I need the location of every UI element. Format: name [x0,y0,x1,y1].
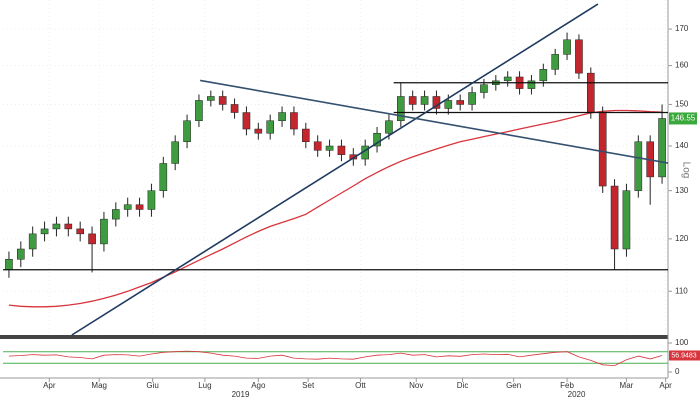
candle-body [337,145,346,155]
candle-body [207,96,215,101]
rsi-tick-label: 100 [675,338,689,347]
candle-body [313,141,322,151]
y-axis-label: Log [680,162,691,179]
y-tick-label: 140 [675,141,689,150]
candle-body [147,190,156,210]
candle-body [76,228,84,235]
candle-body [503,76,512,82]
candle-body [17,248,25,260]
x-tick-label: Ago [251,381,266,390]
x-tick-label: Apr [43,381,56,390]
candle-body [385,120,393,134]
candle-body [563,39,571,55]
candle-body [64,223,73,230]
candle-body [254,128,263,134]
candle-body [456,100,464,105]
candle-body [373,132,381,147]
candle-body [88,233,96,245]
candle-body [242,112,251,130]
last-price-box [669,112,697,125]
y-tick-label: 170 [675,24,689,33]
rsi-value-label: 56.9483 [671,352,696,359]
candle-body [551,54,559,70]
candle-body [123,204,132,210]
candle-body [266,120,274,134]
candle-body [539,69,548,82]
trend-line [199,79,669,164]
x-tick-label: Ott [355,381,366,390]
y-tick-label: 160 [675,61,689,70]
candle-body [100,218,108,245]
candle-body [598,112,607,187]
rsi-tick-label: 0 [675,367,680,376]
candle-body [171,141,179,164]
year-label: 2019 [232,390,250,399]
x-tick-label: Mag [91,381,107,390]
rsi-value-box [669,350,700,361]
candle-body [444,100,453,109]
candle-body [527,80,536,89]
x-tick-label: Set [302,381,315,390]
candle-body [183,120,191,142]
candle-body [480,84,488,93]
candle-body [610,185,619,250]
candle-body [408,96,417,105]
candle-body [159,163,168,191]
candle-body [52,223,61,230]
candle-body [468,92,476,105]
candle-body [290,112,298,130]
candle-body [230,104,239,113]
candle-body [634,141,643,191]
y-tick-label: 150 [675,100,689,109]
x-tick-label: Feb [560,381,574,390]
y-tick-label: 110 [675,286,688,295]
candle-body [658,118,666,178]
trend-line [71,3,599,336]
rsi-line [8,350,663,367]
candle-body [397,96,405,121]
x-tick-label: Gen [506,381,521,390]
candle-body [622,190,631,250]
y-tick-label: 130 [675,186,689,195]
x-tick-label: Giu [146,381,158,390]
candle-body [195,100,203,121]
y-tick-label: 120 [675,234,689,243]
candle-body [28,233,37,250]
candle-body [587,72,595,113]
candle-body [112,209,120,220]
candle-body [575,39,583,74]
candle-body [218,96,227,105]
x-tick-label: Dic [457,381,469,390]
candle-body [278,112,286,121]
candle-body [302,128,310,142]
candle-body [5,259,13,271]
candle-body [135,204,144,210]
x-tick-label: Lug [198,381,211,390]
panel-separator [0,335,668,339]
candle-body [432,96,441,109]
last-price-label: 146.55 [671,114,696,123]
x-tick-label: Nov [409,381,423,390]
candle-body [349,154,358,160]
candle-body [40,228,49,235]
moving-average [8,109,663,308]
x-tick-label: Mar [620,381,634,390]
x-tick-label: Apr [659,381,672,390]
candle-body [325,145,334,151]
candle-body [420,96,429,105]
year-label: 2020 [568,390,586,399]
